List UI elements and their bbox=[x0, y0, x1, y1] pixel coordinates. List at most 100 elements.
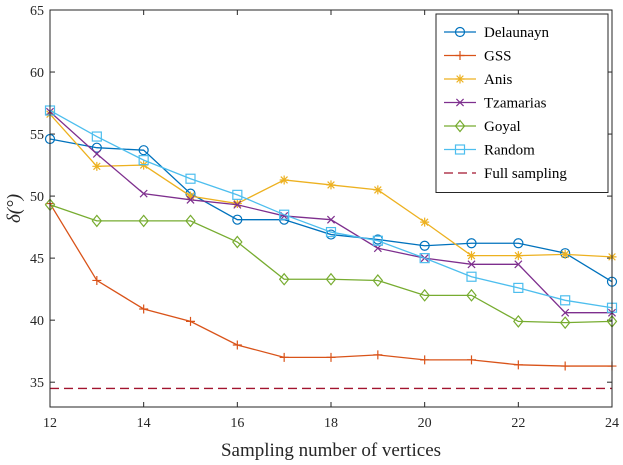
data-point bbox=[279, 175, 289, 185]
data-point bbox=[420, 217, 430, 227]
data-point bbox=[373, 350, 383, 360]
data-point bbox=[185, 173, 196, 184]
x-tick-label: 12 bbox=[43, 416, 57, 431]
data-point bbox=[138, 145, 149, 156]
legend-marker bbox=[454, 119, 466, 133]
data-point bbox=[514, 260, 523, 269]
y-tick-label: 40 bbox=[30, 314, 44, 329]
data-point bbox=[91, 214, 103, 228]
y-tick-label: 65 bbox=[30, 4, 44, 19]
data-point bbox=[559, 316, 571, 330]
data-point bbox=[279, 209, 290, 220]
x-tick-label: 14 bbox=[137, 416, 151, 431]
legend-marker bbox=[454, 26, 466, 38]
data-point bbox=[326, 180, 336, 190]
data-point bbox=[513, 360, 523, 370]
x-tick-label: 22 bbox=[511, 416, 525, 431]
data-point bbox=[513, 251, 523, 261]
data-point bbox=[466, 271, 477, 282]
data-point bbox=[92, 275, 102, 285]
legend-item: Goyal bbox=[444, 119, 521, 135]
data-point bbox=[138, 214, 149, 228]
y-tick-label: 50 bbox=[30, 190, 44, 205]
legend: Delaunayn GSS Anis Tzamarias Goyal Random Full… bbox=[435, 13, 609, 193]
data-point bbox=[513, 238, 524, 249]
y-tick-label: 60 bbox=[30, 66, 44, 81]
data-point bbox=[186, 195, 195, 204]
legend-label: Full sampling bbox=[484, 166, 567, 182]
legend-marker bbox=[455, 74, 465, 84]
legend-item: GSS bbox=[444, 49, 512, 65]
x-tick-label: 20 bbox=[418, 416, 432, 431]
legend-box bbox=[435, 13, 609, 193]
data-point bbox=[560, 295, 571, 306]
legend-label: Tzamarias bbox=[484, 96, 547, 112]
data-point bbox=[372, 235, 383, 246]
series-line bbox=[49, 109, 613, 309]
data-point bbox=[185, 214, 196, 228]
data-point bbox=[561, 308, 570, 317]
legend-label: Goyal bbox=[484, 119, 521, 135]
legend-marker bbox=[455, 98, 465, 107]
y-tick-label: 45 bbox=[30, 252, 44, 267]
data-point bbox=[232, 340, 242, 350]
plot-frame bbox=[49, 9, 613, 408]
x-tick-label: 18 bbox=[324, 416, 338, 431]
series-random bbox=[44, 105, 618, 313]
data-point bbox=[560, 249, 570, 259]
y-tick-label: 35 bbox=[30, 376, 44, 391]
data-point bbox=[138, 155, 149, 166]
data-point bbox=[419, 288, 430, 302]
data-point bbox=[139, 189, 148, 198]
legend-label: GSS bbox=[484, 49, 512, 65]
data-point bbox=[232, 189, 243, 200]
series-line bbox=[49, 138, 613, 283]
legend-marker bbox=[454, 144, 466, 155]
data-point bbox=[467, 355, 476, 365]
data-point bbox=[278, 272, 290, 286]
data-point bbox=[91, 131, 102, 142]
data-point bbox=[92, 149, 101, 158]
data-point bbox=[326, 215, 336, 224]
data-point bbox=[186, 316, 195, 326]
data-point bbox=[466, 288, 477, 302]
data-point bbox=[466, 238, 477, 249]
legend-item: Delaunayn bbox=[444, 25, 549, 41]
legend-label: Anis bbox=[484, 72, 513, 88]
data-point bbox=[232, 199, 242, 209]
data-point bbox=[560, 361, 570, 371]
y-tick-label: 55 bbox=[30, 128, 44, 143]
y-axis-label: δ(°) bbox=[4, 194, 25, 223]
legend-item: Anis bbox=[444, 72, 513, 88]
data-point bbox=[419, 253, 430, 264]
legend-item: Tzamarias bbox=[444, 96, 547, 112]
data-point bbox=[91, 142, 102, 153]
series-goyal bbox=[44, 198, 618, 330]
series-line bbox=[49, 204, 613, 324]
x-tick-label: 16 bbox=[230, 416, 244, 431]
data-point bbox=[467, 251, 476, 261]
data-point bbox=[325, 226, 337, 238]
data-point bbox=[279, 352, 289, 362]
series-layer bbox=[44, 105, 618, 390]
tick-labels: 12 14 16 18 20 22 24 35 40 45 50 55 60 65 bbox=[30, 4, 619, 431]
legend-marker bbox=[455, 51, 465, 60]
data-point bbox=[420, 355, 430, 365]
legend-item: Full sampling bbox=[444, 166, 567, 182]
data-point bbox=[233, 200, 242, 209]
data-point bbox=[513, 314, 524, 328]
data-point bbox=[232, 214, 243, 225]
data-point bbox=[92, 161, 102, 171]
data-point bbox=[325, 272, 337, 286]
data-point bbox=[139, 304, 149, 314]
data-point bbox=[372, 274, 384, 287]
data-point bbox=[326, 352, 336, 362]
data-point bbox=[373, 185, 383, 195]
data-point bbox=[467, 260, 476, 269]
data-point bbox=[419, 240, 430, 251]
x-axis-label: Sampling number of vertices bbox=[221, 440, 441, 461]
legend-label: Random bbox=[484, 143, 535, 159]
legend-label: Delaunayn bbox=[484, 25, 549, 41]
data-point bbox=[513, 282, 524, 293]
